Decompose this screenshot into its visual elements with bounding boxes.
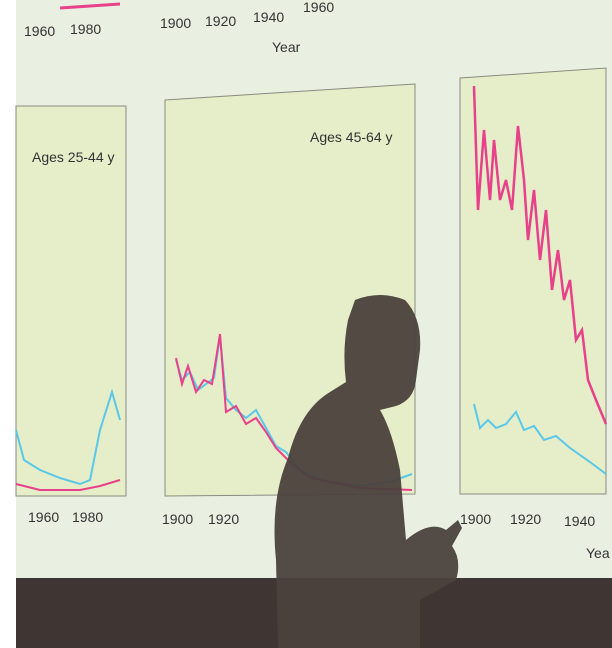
tick-label: 1940 [564,513,595,529]
line-fragment [59,2,121,10]
panel-label: Ages 25-44 y [32,149,115,165]
panel [15,105,127,497]
tick-label: 1920 [510,511,541,527]
axis-label: Yea [586,545,610,561]
tick-label: 1960 [24,23,55,39]
tick-label: 1960 [28,509,59,525]
axis-label: Year [272,39,301,55]
person-silhouette [274,295,462,648]
tick-label: 1940 [253,9,284,25]
tick-label: 1960 [303,0,334,15]
tick-label: 1920 [205,13,236,29]
line [15,388,121,486]
line [472,85,608,425]
tick-label: 1900 [162,511,193,527]
panel [459,67,607,495]
tick-label: 1900 [460,511,491,527]
tick-label: 1920 [208,511,239,527]
tick-label: 1980 [70,21,101,37]
tick-label: 1980 [72,509,103,525]
panel-label: Ages 45-64 y [310,129,393,145]
line [473,403,607,475]
tick-label: 1900 [160,15,191,31]
line [15,479,121,491]
